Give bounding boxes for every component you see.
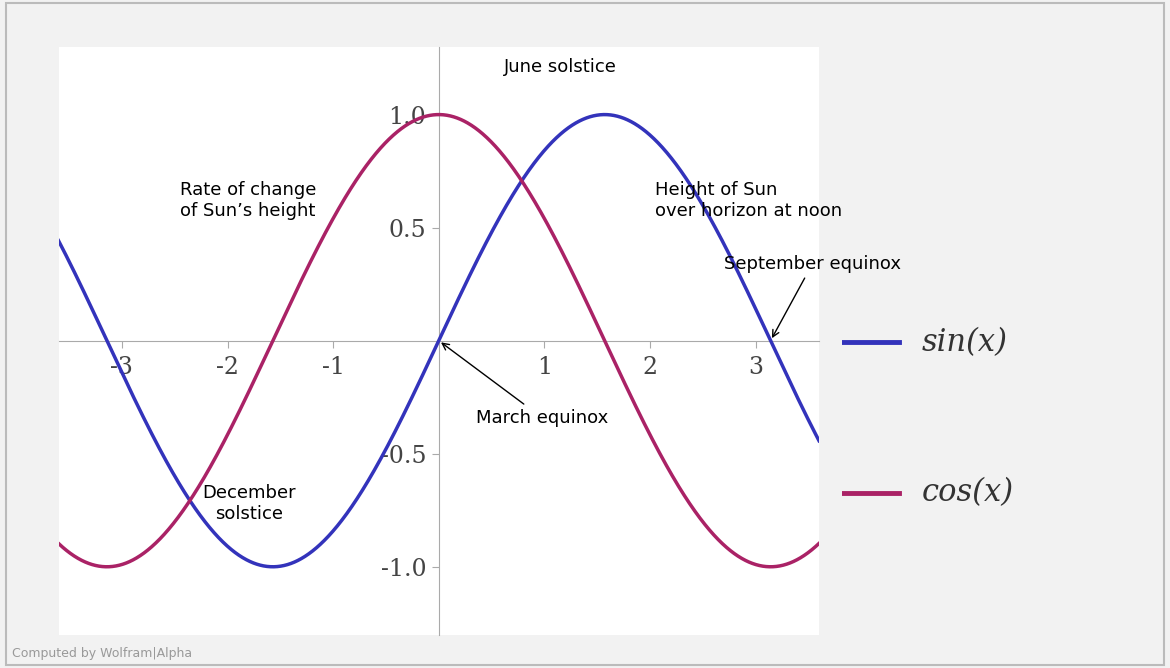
Text: Height of Sun
over horizon at noon: Height of Sun over horizon at noon: [655, 181, 842, 220]
Text: Computed by Wolfram|Alpha: Computed by Wolfram|Alpha: [12, 647, 192, 660]
Text: September equinox: September equinox: [724, 255, 901, 337]
Text: June solstice: June solstice: [504, 58, 617, 76]
Text: December
solstice: December solstice: [201, 484, 296, 523]
Text: cos(x): cos(x): [922, 477, 1013, 508]
Text: March equinox: March equinox: [442, 343, 608, 426]
Text: Rate of change
of Sun’s height: Rate of change of Sun’s height: [180, 181, 316, 220]
Text: sin(x): sin(x): [922, 327, 1007, 358]
